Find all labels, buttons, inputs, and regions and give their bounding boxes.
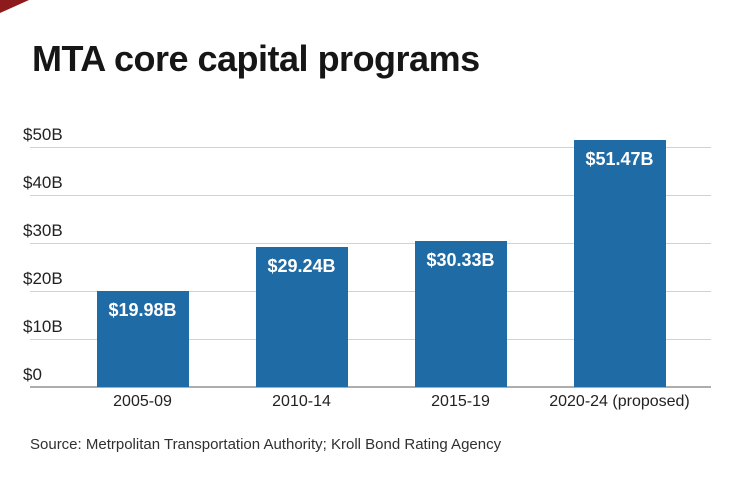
y-axis-tick-label: $0 [23, 365, 42, 384]
bar: $29.24B [255, 246, 348, 387]
x-axis-tick-label: 2015-19 [431, 393, 490, 410]
x-axis-tick-label: 2020-24 (proposed) [549, 393, 690, 410]
brand-triangle-icon [0, 0, 29, 13]
x-axis-baseline [30, 386, 711, 388]
y-axis-tick-label: $50B [23, 125, 63, 144]
bar-value-label: $30.33B [426, 250, 495, 271]
y-axis-tick-label: $30B [23, 221, 63, 240]
gridline [30, 243, 711, 244]
bar: $30.33B [414, 241, 507, 387]
bar: $51.47B [573, 139, 666, 387]
y-axis-tick-label: $10B [23, 317, 63, 336]
gridline [30, 195, 711, 196]
bar: $19.98B [96, 291, 189, 387]
x-axis-tick-label: 2010-14 [272, 393, 331, 410]
source-attribution: Source: Metrpolitan Transportation Autho… [30, 436, 502, 453]
bar-value-label: $19.98B [108, 300, 177, 321]
x-axis-tick-label: 2005-09 [113, 393, 172, 410]
bar-value-label: $51.47B [585, 148, 654, 169]
y-axis-tick-label: $20B [23, 269, 63, 288]
y-axis-tick-label: $40B [23, 173, 63, 192]
gridline [30, 339, 711, 340]
chart-title: MTA core capital programs [32, 38, 480, 79]
bar-value-label: $29.24B [267, 255, 336, 276]
gridline [30, 291, 711, 292]
gridline [30, 147, 711, 148]
